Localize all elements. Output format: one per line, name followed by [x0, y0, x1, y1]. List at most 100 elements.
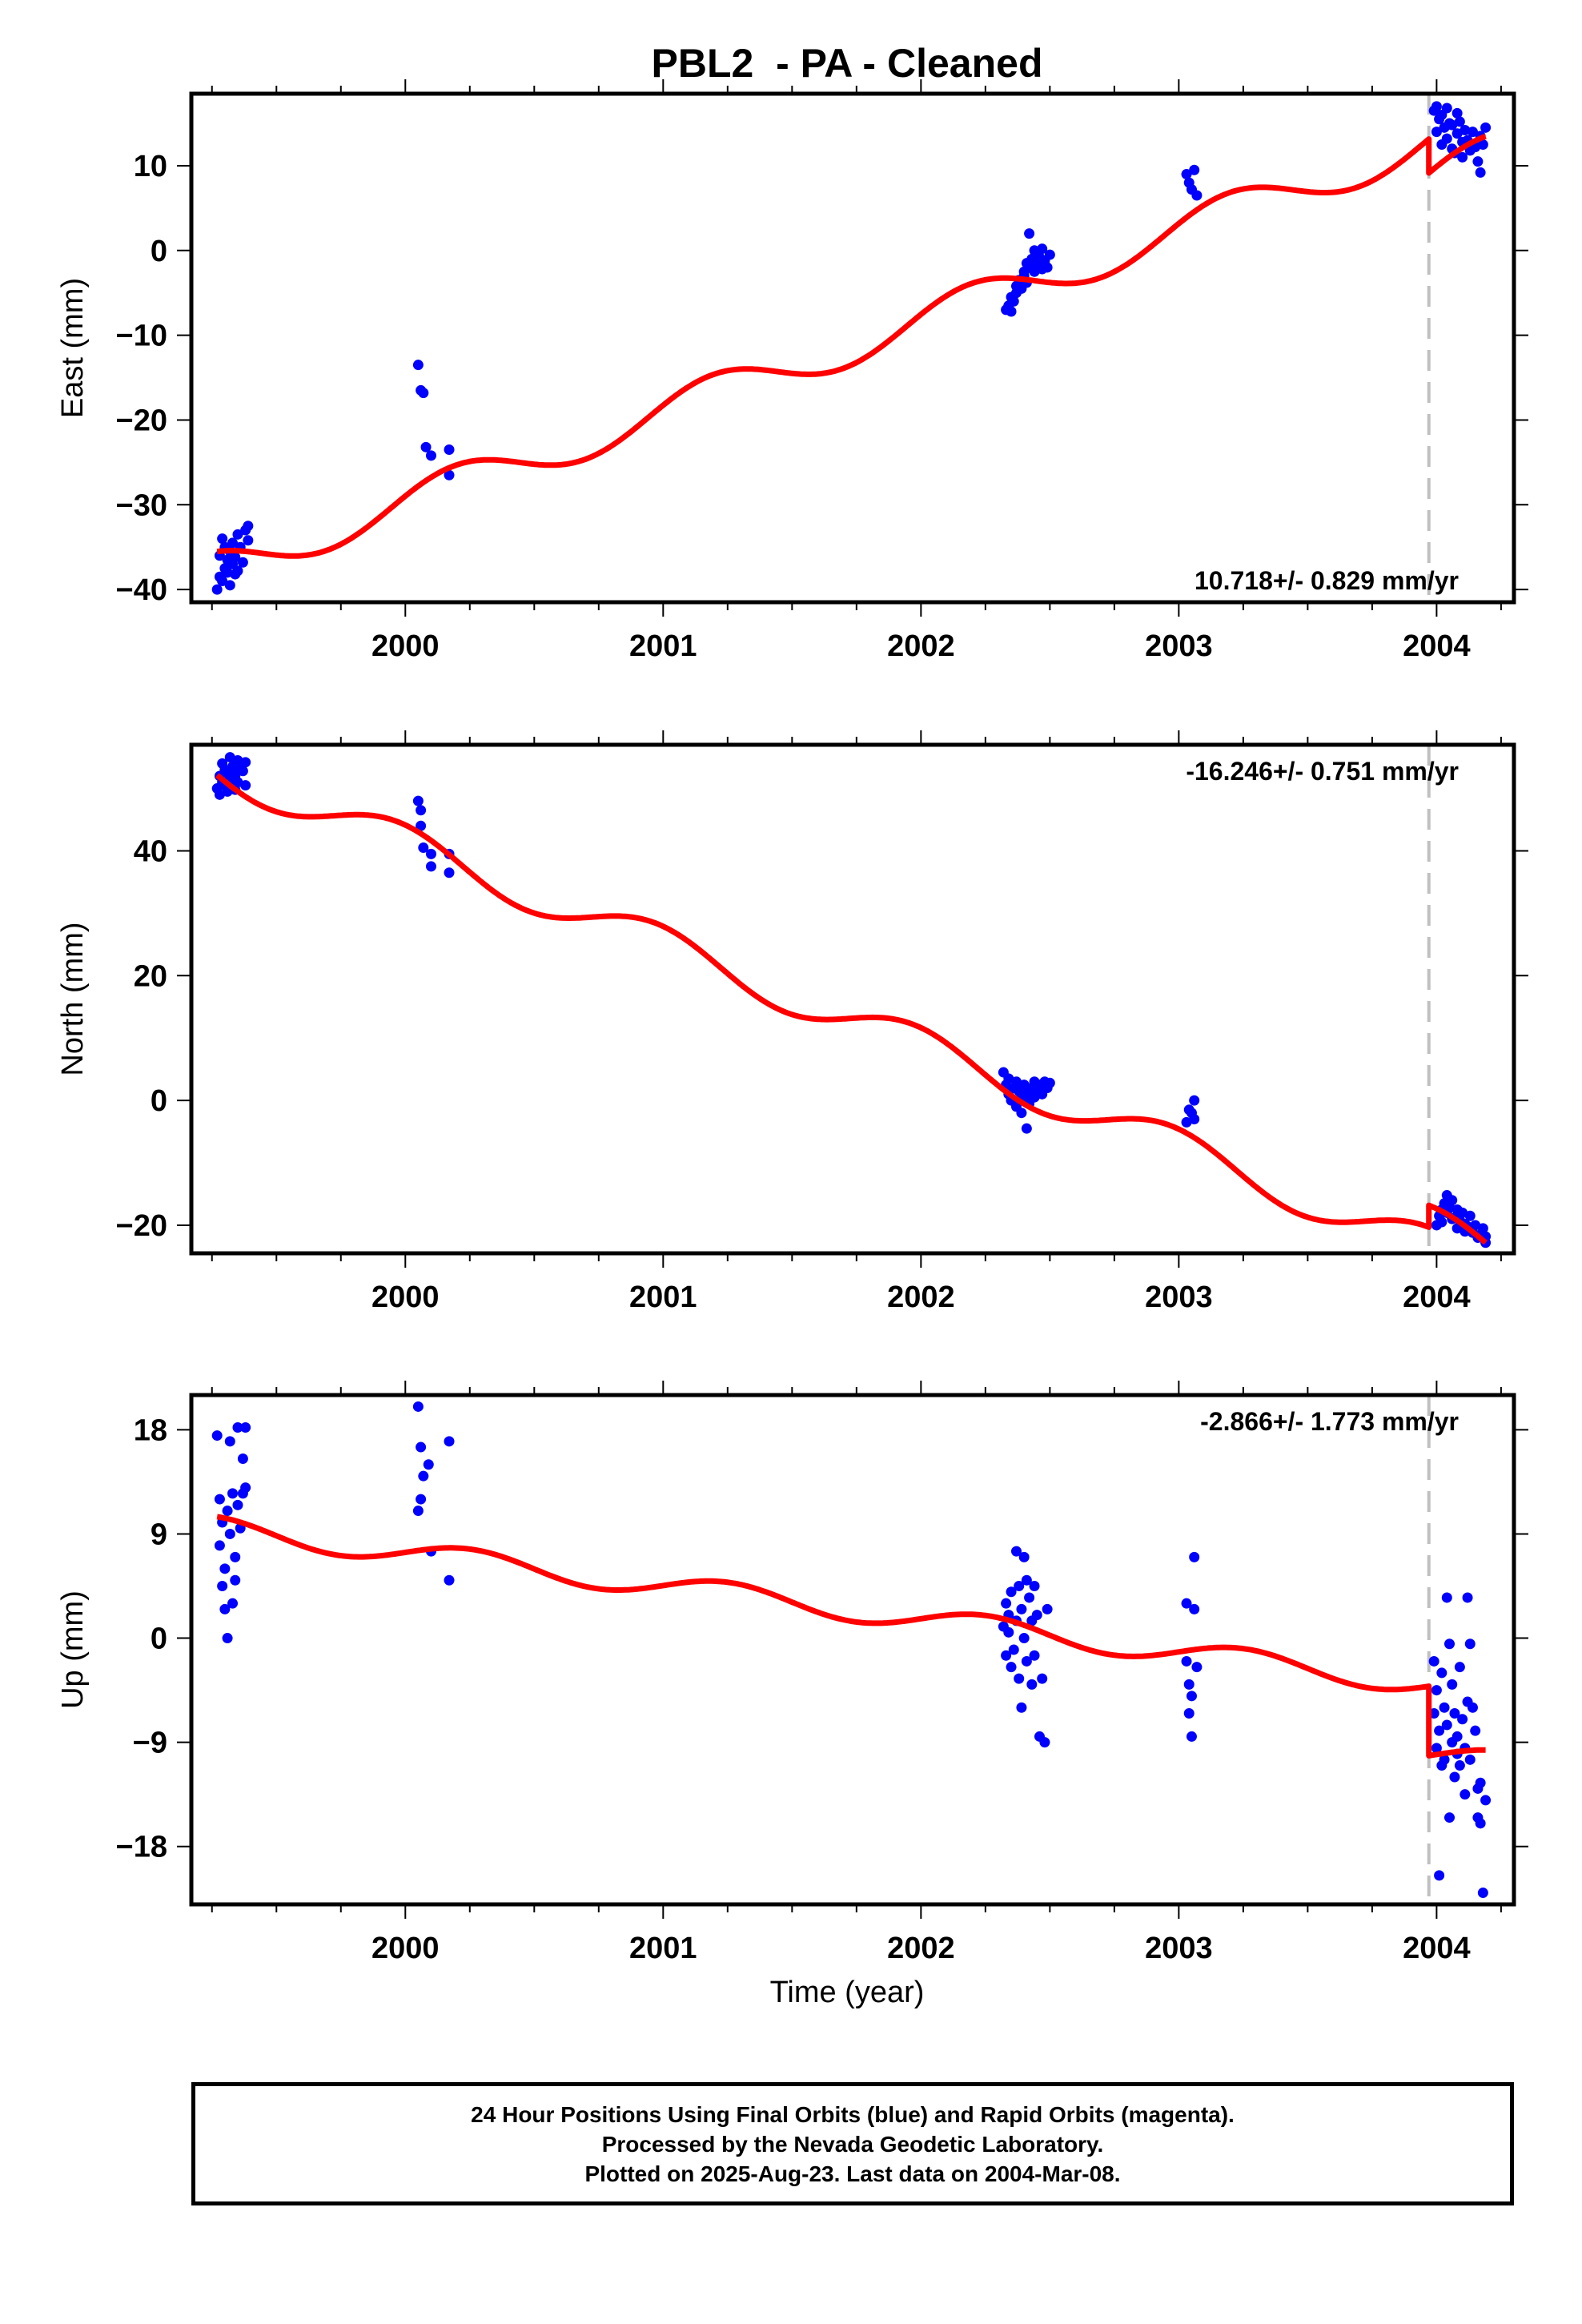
caption-box: 24 Hour Positions Using Final Orbits (bl…	[191, 2082, 1514, 2205]
plot-frame	[189, 91, 1516, 605]
data-point	[214, 1494, 225, 1505]
data-point	[240, 1421, 251, 1433]
data-point	[1475, 1777, 1486, 1788]
data-point	[1037, 243, 1048, 255]
data-point	[237, 557, 248, 568]
data-point	[219, 1603, 231, 1614]
y-tick-label: 9	[151, 1518, 167, 1551]
data-point	[1024, 228, 1035, 239]
data-point	[219, 1563, 231, 1574]
data-point	[1014, 1673, 1025, 1684]
data-point	[1037, 1673, 1048, 1684]
data-point	[1039, 1737, 1050, 1748]
data-point	[1001, 1650, 1012, 1661]
data-point	[1186, 1691, 1197, 1702]
data-point	[1452, 1731, 1463, 1742]
data-point	[1467, 1702, 1478, 1713]
y-tick-label: −20	[116, 1209, 167, 1243]
data-point	[1477, 1223, 1488, 1234]
y-axis-label: North (mm)	[56, 922, 90, 1076]
x-tick-label: 2003	[1145, 1932, 1213, 1965]
data-point	[1449, 1771, 1460, 1783]
data-point	[1191, 1662, 1203, 1673]
data-point	[1449, 1708, 1460, 1719]
data-point	[1001, 1598, 1012, 1609]
data-point	[1460, 1789, 1471, 1800]
data-point	[1439, 1702, 1450, 1713]
data-point	[1183, 1708, 1195, 1719]
data-point	[412, 1401, 424, 1412]
data-point	[418, 1470, 429, 1482]
data-point	[1457, 151, 1468, 163]
x-tick-label: 2000	[371, 1281, 440, 1314]
data-point	[1021, 1123, 1032, 1134]
x-tick-label: 2004	[1403, 1281, 1471, 1314]
data-point	[1447, 1195, 1458, 1206]
data-point	[243, 535, 254, 546]
data-point	[1181, 1598, 1192, 1609]
x-tick-label: 2002	[887, 1932, 955, 1965]
y-tick-label: −20	[116, 404, 167, 437]
data-point	[1434, 1725, 1445, 1736]
data-point	[1443, 1812, 1455, 1823]
data-point	[240, 1482, 251, 1494]
data-point	[1431, 127, 1442, 138]
data-point	[1014, 1581, 1025, 1591]
data-point	[1431, 101, 1442, 112]
y-tick-label: −40	[116, 573, 167, 607]
data-point	[1441, 1719, 1452, 1731]
data-point	[423, 1459, 434, 1470]
data-point	[1029, 1650, 1040, 1661]
data-point	[232, 565, 243, 577]
data-point	[1477, 1888, 1488, 1899]
data-point	[1018, 1633, 1030, 1644]
y-tick-label: 10	[134, 150, 167, 183]
data-point	[1191, 190, 1203, 201]
data-point	[1006, 306, 1017, 317]
data-point	[1026, 1679, 1038, 1690]
data-point	[1189, 1095, 1200, 1106]
data-point	[1454, 116, 1465, 127]
x-tick-label: 2004	[1403, 629, 1471, 663]
data-point	[1008, 296, 1019, 307]
data-point	[1475, 167, 1486, 178]
data-point	[412, 360, 424, 371]
data-point	[1024, 1592, 1035, 1603]
data-point	[444, 444, 455, 455]
data-point	[1181, 169, 1192, 180]
data-point	[224, 580, 235, 591]
data-point	[1189, 1551, 1200, 1562]
data-point	[1464, 1638, 1476, 1650]
data-point	[1006, 1662, 1017, 1673]
data-point	[1428, 1655, 1439, 1667]
data-point	[230, 1551, 241, 1562]
data-point	[237, 766, 248, 777]
x-tick-label: 2001	[629, 1932, 697, 1965]
data-point	[1439, 1754, 1450, 1765]
data-point	[230, 552, 241, 563]
up-panel: 2000 2001 2002 2003 2004 −18 −9 0 9 18 Up (mm) -2.8…	[56, 1381, 1528, 1965]
data-point	[425, 450, 436, 461]
data-point	[444, 469, 455, 480]
data-point	[222, 567, 233, 578]
data-point	[425, 848, 436, 859]
data-point	[1464, 1210, 1476, 1221]
velocity-rate-label: -2.866+/- 1.773 mm/yr	[1200, 1407, 1459, 1436]
y-tick-label: 40	[134, 834, 167, 868]
data-point	[416, 1494, 427, 1505]
data-point	[217, 533, 228, 545]
x-tick-label: 2000	[371, 1932, 440, 1965]
data-point	[1183, 1679, 1195, 1690]
data-point	[1018, 1551, 1030, 1562]
data-point	[418, 842, 429, 854]
data-point	[222, 1506, 233, 1517]
x-tick-label: 2001	[629, 629, 697, 663]
x-tick-label: 2000	[371, 629, 440, 663]
data-point	[1181, 1655, 1192, 1667]
data-point	[1464, 1754, 1476, 1765]
data-point	[1186, 1731, 1197, 1742]
data-point	[416, 820, 427, 831]
data-point	[1452, 107, 1463, 119]
x-tick-label: 2004	[1403, 1932, 1471, 1965]
